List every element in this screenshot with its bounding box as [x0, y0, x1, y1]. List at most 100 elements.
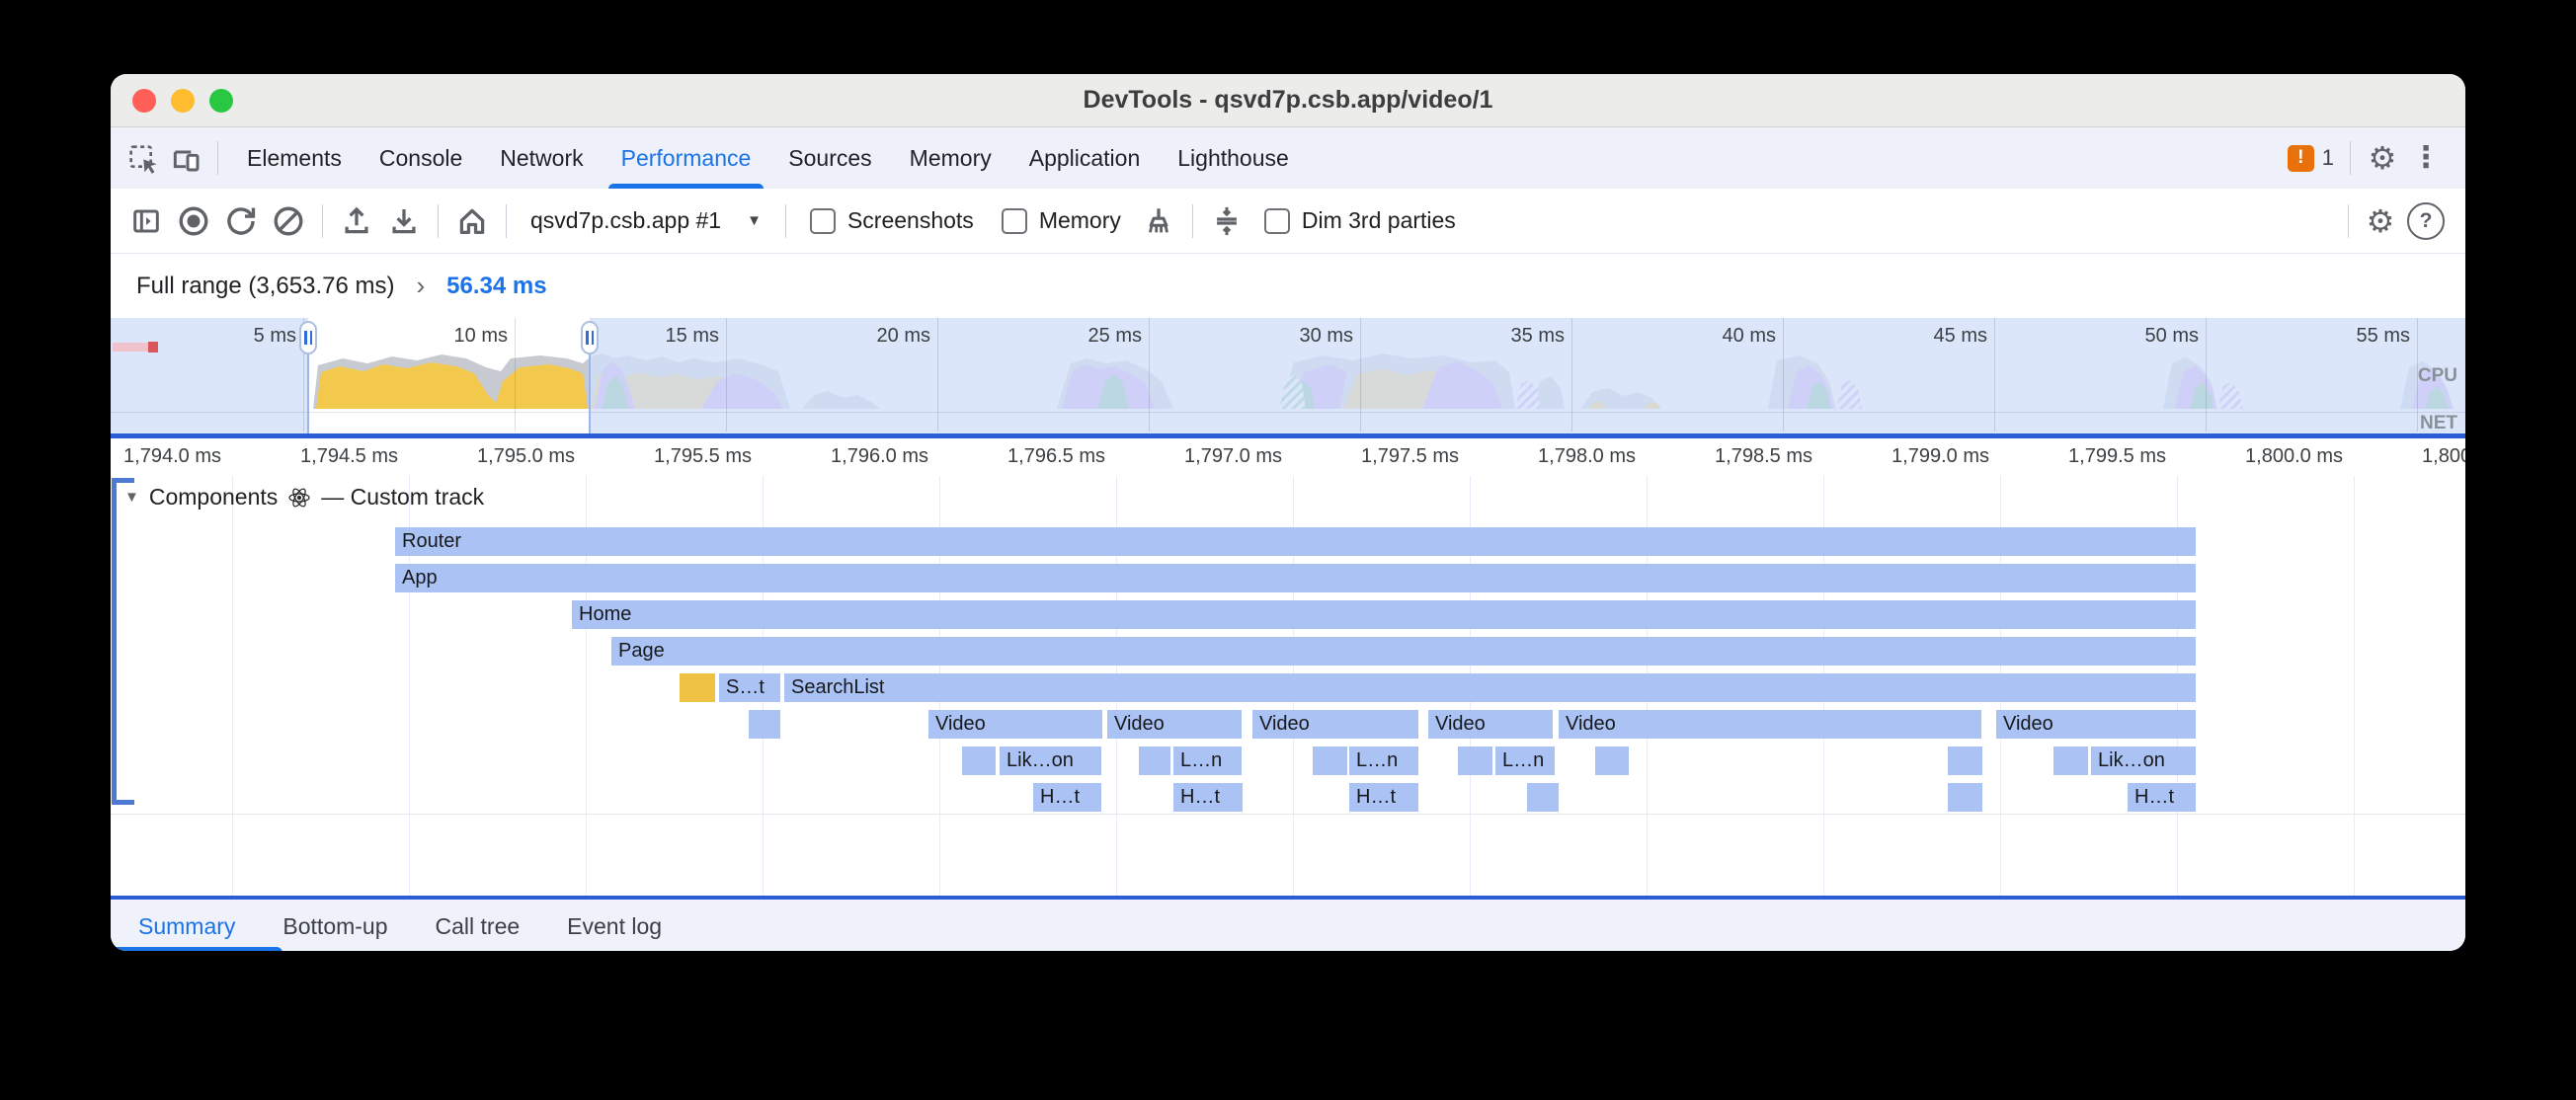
overview-dim-right[interactable]: [590, 318, 2465, 433]
collapse-expand-icon: [1216, 206, 1237, 235]
record-and-reload-button[interactable]: [220, 200, 262, 242]
track-header-components[interactable]: ▼ Components — Custom track: [124, 484, 484, 511]
settings-button[interactable]: ⚙: [2361, 136, 2404, 180]
tab-performance[interactable]: Performance: [603, 127, 770, 189]
window-resize-handle-right[interactable]: [581, 321, 599, 354]
tab-application[interactable]: Application: [1028, 144, 1141, 171]
breadcrumb-selection[interactable]: 56.34 ms: [446, 272, 547, 299]
overview-tick-line: [937, 318, 938, 432]
dim-3rd-parties-checkbox[interactable]: Dim 3rd parties: [1263, 207, 1456, 234]
flame-bar-h-t[interactable]: H…t: [1349, 783, 1418, 812]
collect-garbage-button[interactable]: [1138, 200, 1179, 242]
flame-bar-h-t[interactable]: H…t: [1173, 783, 1243, 812]
ruler-tick-label: 1,798.5 ms: [1715, 445, 1812, 467]
tab-console[interactable]: Console: [378, 144, 463, 171]
tab-network[interactable]: Network: [500, 144, 584, 171]
save-profile-button[interactable]: [383, 200, 425, 242]
flame-bar-router[interactable]: Router: [395, 527, 2196, 556]
overview-tick-line: [303, 318, 304, 432]
tab-memory[interactable]: Memory: [909, 144, 992, 171]
flame-bar-s-t[interactable]: S…t: [719, 673, 780, 702]
flame-bar-searchlist[interactable]: SearchList: [784, 673, 2196, 702]
flame-bar[interactable]: [1458, 746, 1492, 775]
inspect-element-button[interactable]: [121, 136, 164, 180]
breadcrumb-full-range[interactable]: Full range (3,653.76 ms): [136, 272, 395, 299]
overview-tick-label: 35 ms: [1510, 325, 1565, 347]
screenshots-checkbox[interactable]: Screenshots: [809, 207, 974, 234]
minimize-button[interactable]: [171, 88, 195, 113]
download-icon: [392, 208, 416, 233]
flame-bar[interactable]: [1948, 783, 1982, 812]
flame-bar-home[interactable]: Home: [572, 600, 2196, 629]
bottom-tab-bottom-up[interactable]: Bottom-up: [282, 912, 388, 939]
flame-bar-l-n[interactable]: L…n: [1349, 746, 1418, 775]
flame-bar-h-t[interactable]: H…t: [2128, 783, 2196, 812]
flame-bar-video[interactable]: Video: [1428, 710, 1553, 739]
zoom-button[interactable]: [209, 88, 233, 113]
flame-bar[interactable]: [1595, 746, 1629, 775]
overview-dim-left[interactable]: [111, 318, 308, 433]
flame-bar-l-n[interactable]: L…n: [1495, 746, 1555, 775]
window-resize-handle-left[interactable]: [299, 321, 317, 354]
flame-bar[interactable]: [749, 710, 780, 739]
load-profile-button[interactable]: [336, 200, 377, 242]
flame-chart[interactable]: ▼ Components — Custom track Router App Hom…: [111, 476, 2465, 896]
tab-elements[interactable]: Elements: [247, 144, 342, 171]
flame-bar-video[interactable]: Video: [1996, 710, 2196, 739]
flame-bar-h-t[interactable]: H…t: [1033, 783, 1101, 812]
flame-bar[interactable]: [2053, 746, 2088, 775]
flame-bar[interactable]: [680, 673, 715, 702]
issues-button[interactable]: ! 1: [2287, 144, 2334, 172]
flame-bar-video[interactable]: Video: [1559, 710, 1981, 739]
flame-bar[interactable]: [1313, 746, 1347, 775]
flame-bar-l-n[interactable]: L…n: [1173, 746, 1242, 775]
main-tabs: Elements Console Network Performance Sources…: [228, 127, 1308, 189]
flame-bar-page[interactable]: Page: [611, 637, 2196, 666]
overview-tick-label: 45 ms: [1933, 325, 1987, 347]
record-button[interactable]: [173, 200, 214, 242]
flame-bar-video[interactable]: Video: [928, 710, 1102, 739]
memory-checkbox[interactable]: Memory: [1001, 207, 1121, 234]
toggle-sidebar-button[interactable]: [125, 200, 167, 242]
cpu-net-divider: [111, 412, 2465, 413]
tab-sources[interactable]: Sources: [788, 144, 872, 171]
close-button[interactable]: [132, 88, 156, 113]
checkbox-label: Dim 3rd parties: [1301, 207, 1456, 233]
flame-bar[interactable]: [1139, 746, 1170, 775]
reload-icon: [227, 206, 256, 235]
flame-bar-video[interactable]: Video: [1107, 710, 1242, 739]
target-selector[interactable]: qsvd7p.csb.app #1 ▼: [517, 207, 775, 234]
tab-lighthouse[interactable]: Lighthouse: [1177, 144, 1289, 171]
overview-tick-line: [726, 318, 727, 432]
bottom-tab-call-tree[interactable]: Call tree: [435, 912, 521, 939]
capture-settings-button[interactable]: ⚙: [2359, 199, 2402, 243]
details-tabbar: Summary Bottom-up Call tree Event log: [111, 896, 2465, 951]
separator: [438, 203, 439, 238]
timeline-overview[interactable]: 5 ms 10 ms 15 ms 20 ms 25 ms 30 ms 35 ms 40 ms 4…: [111, 318, 2465, 433]
gridline: [409, 476, 410, 896]
cpu-lane-label: CPU: [2417, 365, 2457, 386]
record-icon: [179, 206, 208, 235]
bottom-tab-event-log[interactable]: Event log: [567, 912, 663, 939]
flame-bar-video[interactable]: Video: [1252, 710, 1418, 739]
chevron-right-icon: ›: [416, 271, 426, 300]
overview-tick-label: 30 ms: [1299, 325, 1353, 347]
ruler-tick-label: 1,796.0 ms: [831, 445, 928, 467]
home-button[interactable]: [451, 200, 493, 242]
flame-bar-app[interactable]: App: [395, 564, 2196, 592]
device-toolbar-button[interactable]: [164, 136, 207, 180]
flame-bar-lik-on[interactable]: Lik…on: [1000, 746, 1101, 775]
overview-tick-line: [1994, 318, 1995, 432]
clear-button[interactable]: [268, 200, 309, 242]
disclosure-triangle-icon[interactable]: ▼: [124, 489, 139, 506]
flame-bar[interactable]: [962, 746, 996, 775]
flame-bar-lik-on[interactable]: Lik…on: [2091, 746, 2196, 775]
flame-bar[interactable]: [1527, 783, 1559, 812]
fit-window-button[interactable]: [1206, 200, 1248, 242]
overview-tick-line: [1360, 318, 1361, 432]
more-options-button[interactable]: ⋮: [2404, 136, 2448, 180]
bottom-tab-summary[interactable]: Summary: [115, 900, 282, 951]
help-button[interactable]: ?: [2405, 200, 2447, 242]
flame-bar[interactable]: [1948, 746, 1982, 775]
checkbox-box: [1263, 207, 1290, 234]
